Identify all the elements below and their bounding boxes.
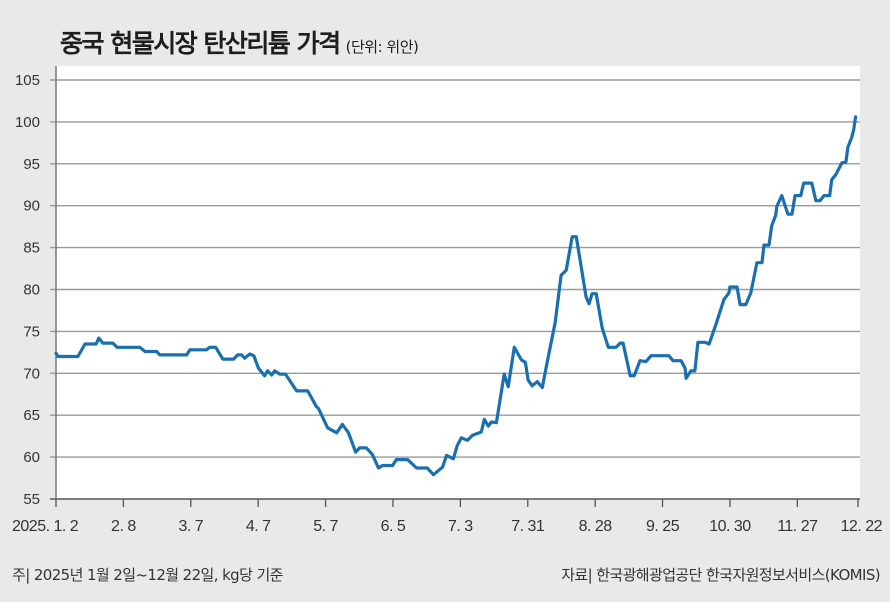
x-tick-label: 12. 22 [841,518,883,535]
y-tick-label: 65 [23,407,40,424]
x-tick-label: 10. 30 [709,518,751,535]
x-tick-label: 3. 7 [178,518,203,535]
x-tick-label: 6. 5 [381,518,406,535]
y-tick-label: 105 [15,72,40,89]
y-tick-label: 70 [23,365,40,382]
x-tick-label: 8. 28 [579,518,613,535]
price-line [54,115,858,477]
y-tick-label: 85 [23,240,40,257]
source-note: 자료| 한국광해광업공단 한국자원정보서비스(KOMIS) [561,566,880,584]
x-tick-label: 7. 31 [511,518,545,535]
y-tick-label: 100 [15,114,40,131]
y-tick-label: 90 [23,198,40,215]
x-tick-label: 9. 25 [646,518,680,535]
x-tick-label: 5. 7 [313,518,338,535]
x-tick-label: 2025. 1. 2 [12,518,79,535]
x-tick-label: 4. 7 [246,518,271,535]
footnote: 주| 2025년 1월 2일~12월 22일, kg당 기준 [12,566,283,584]
y-tick-label: 80 [23,282,40,299]
plot-area [56,66,860,499]
unit-label: (단위: 위안) [345,38,419,56]
x-tick-label: 7. 3 [448,518,473,535]
y-tick-label: 55 [23,491,40,508]
y-tick-label: 75 [23,323,40,340]
x-tick-label: 2. 8 [111,518,136,535]
y-tick-label: 95 [23,156,40,173]
x-tick-label: 11. 27 [777,518,818,535]
y-tick-label: 60 [23,449,40,466]
chart-title-text: 중국 현물시장 탄산리튬 가격 [60,29,341,58]
chart-title: 중국 현물시장 탄산리튬 가격 (단위: 위안) [60,24,419,60]
